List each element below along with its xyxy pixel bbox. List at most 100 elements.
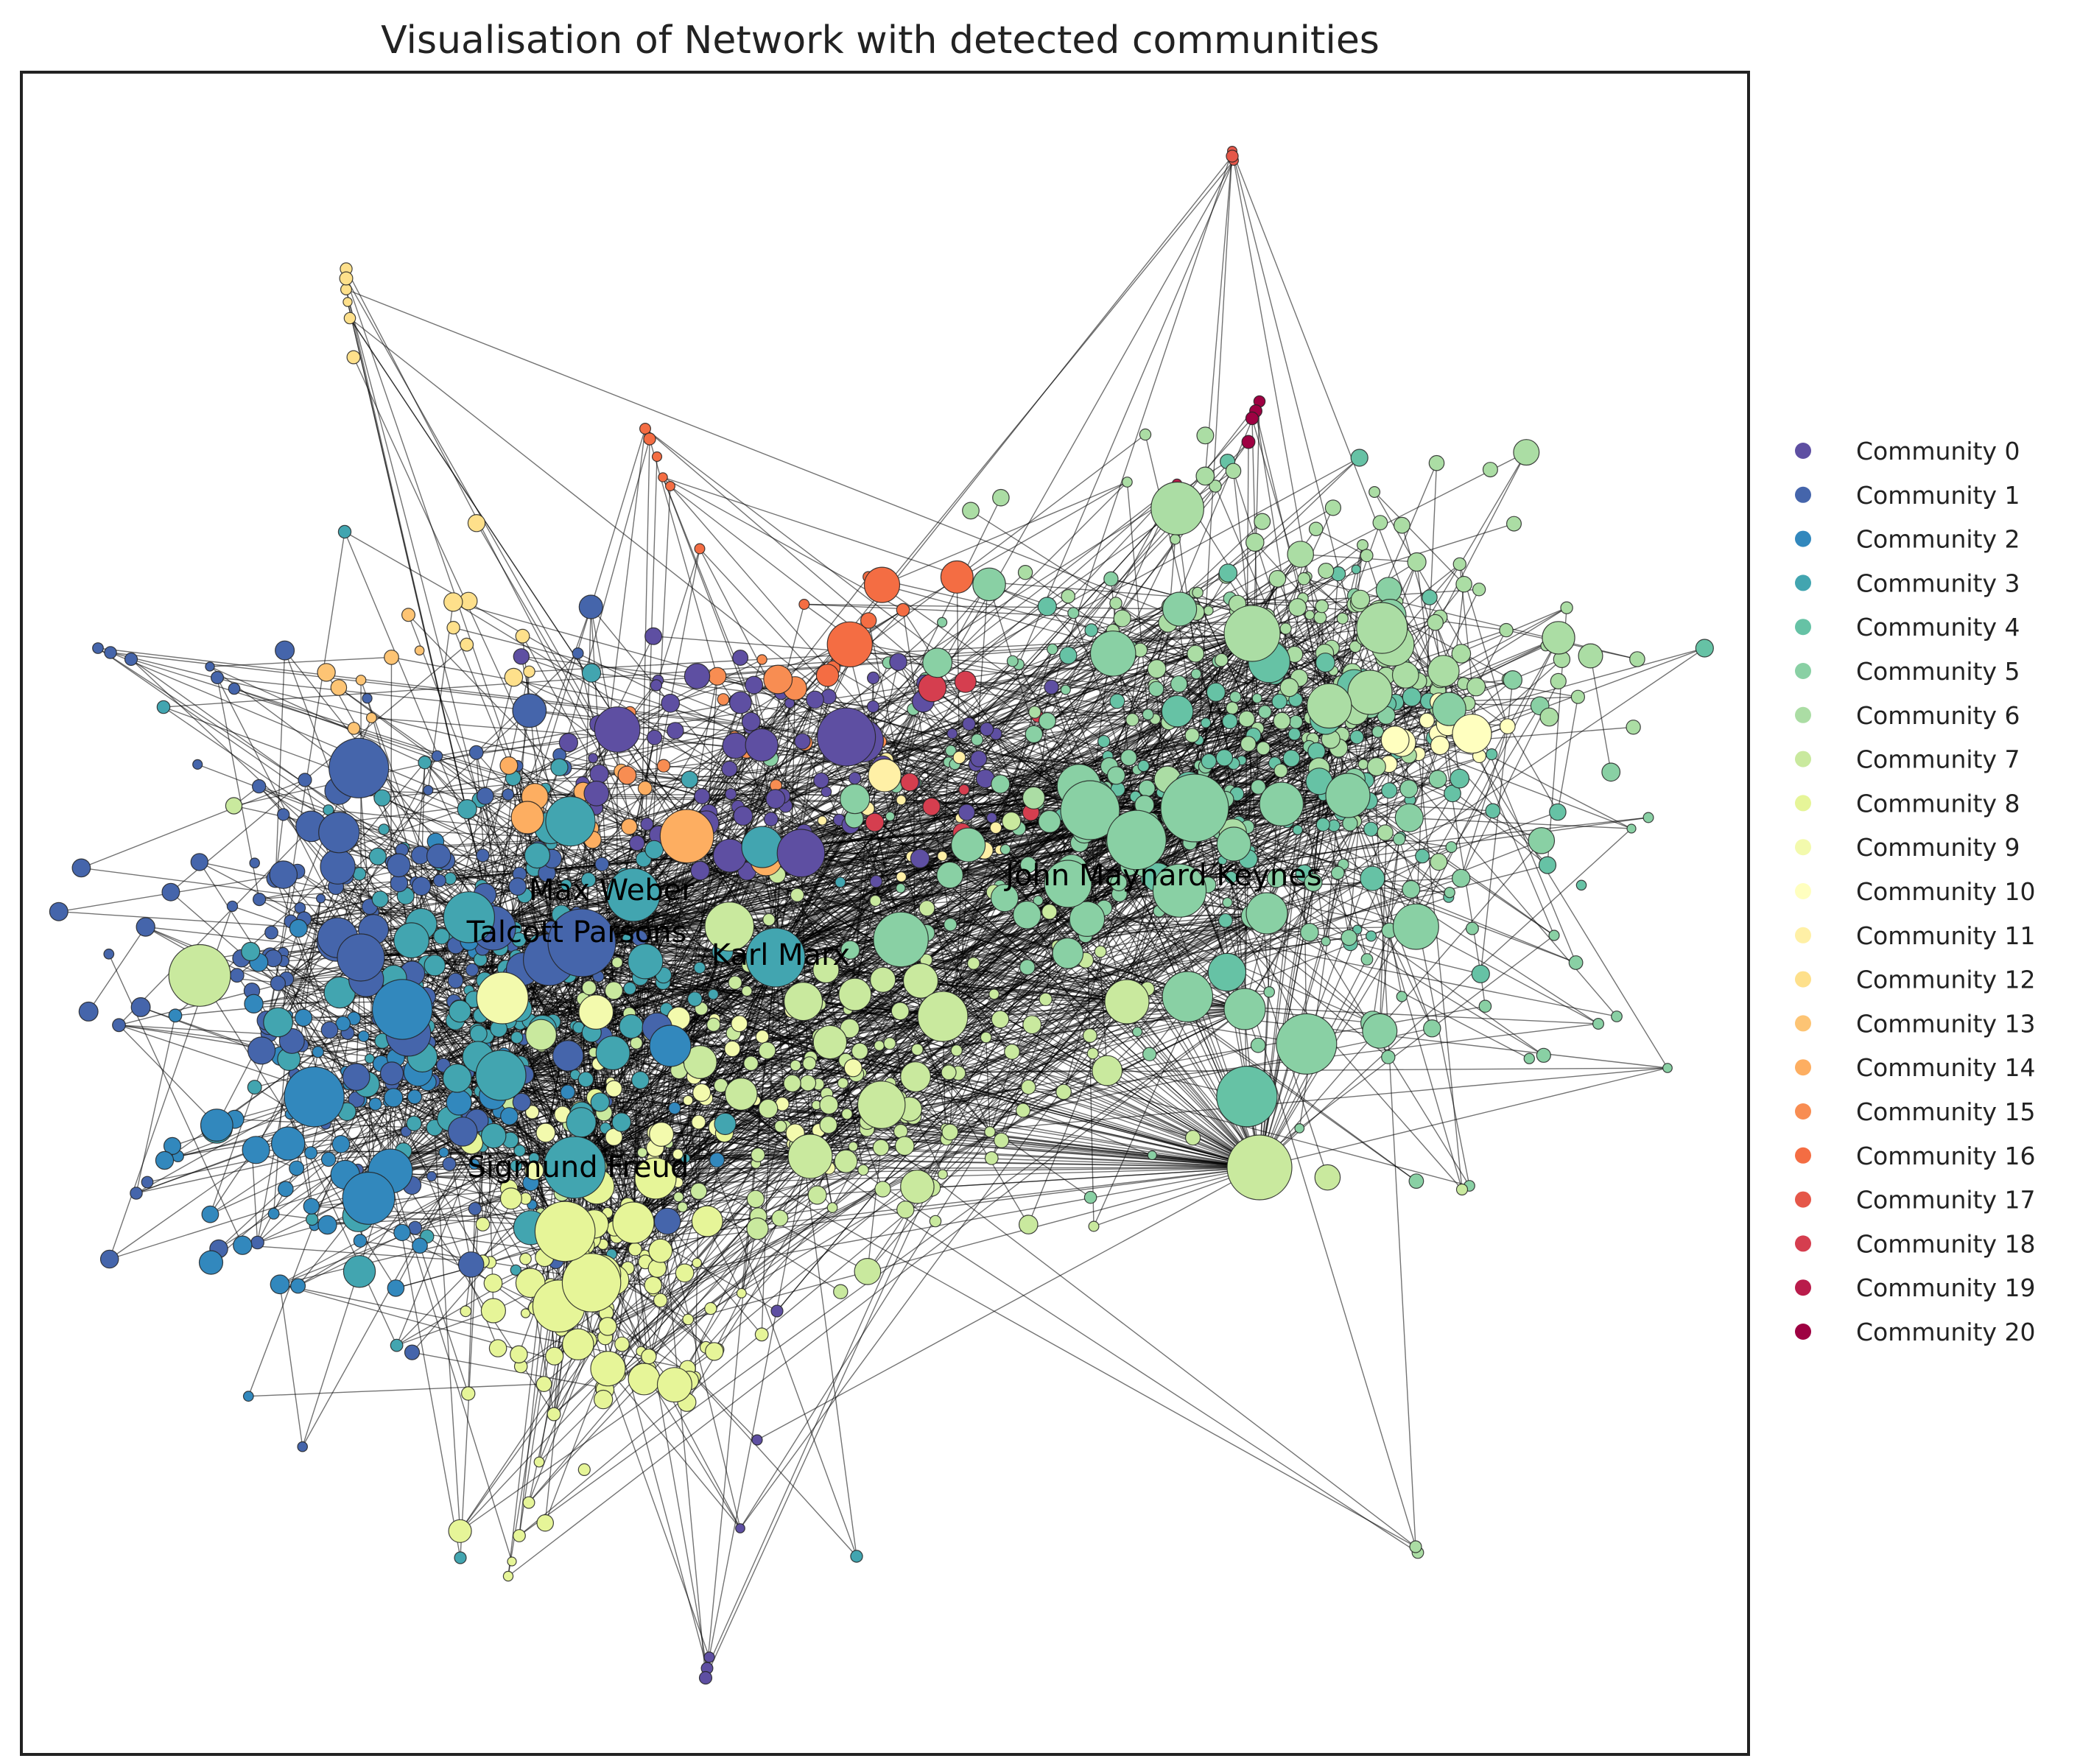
network-edge — [775, 699, 816, 800]
network-edge — [1232, 707, 1555, 936]
network-node — [1372, 515, 1388, 530]
network-node — [971, 733, 984, 746]
network-node — [312, 1045, 324, 1058]
network-node — [1201, 753, 1218, 770]
network-node — [745, 675, 764, 695]
network-node — [1570, 689, 1585, 704]
network-node — [572, 647, 584, 659]
network-node — [1222, 896, 1233, 908]
chart-title: Visualisation of Network with detected c… — [381, 18, 1380, 63]
network-edge — [358, 767, 625, 876]
network-node — [460, 1305, 472, 1318]
network-edge — [259, 785, 384, 830]
network-node — [365, 711, 377, 723]
network-edge — [706, 809, 1091, 1669]
network-node — [595, 1036, 630, 1071]
network-edge — [684, 1143, 793, 1273]
network-node — [705, 1342, 724, 1361]
network-node — [423, 784, 434, 796]
network-node — [741, 826, 784, 868]
network-edge — [1402, 451, 1527, 663]
network-node — [729, 691, 752, 714]
network-node — [1113, 609, 1131, 628]
network-node — [763, 812, 779, 827]
network-edge — [670, 644, 857, 704]
network-node — [1044, 860, 1092, 908]
network-node — [854, 1257, 882, 1285]
network-edge — [1259, 778, 1461, 1168]
network-edge — [412, 1352, 605, 1389]
network-edge — [275, 650, 286, 879]
legend-label: Community 14 — [1856, 1053, 2035, 1082]
network-node — [432, 874, 446, 888]
network-node — [1548, 930, 1560, 941]
network-node — [783, 981, 823, 1022]
legend-marker — [1795, 1279, 1811, 1296]
network-node — [1273, 763, 1288, 779]
network-node — [941, 1123, 959, 1141]
network-node — [524, 1105, 540, 1120]
network-edge — [932, 1167, 1260, 1189]
network-node — [244, 994, 264, 1014]
network-node — [1061, 588, 1075, 604]
network-node — [1472, 583, 1486, 597]
network-node — [289, 1160, 305, 1176]
network-edge — [256, 1167, 298, 1243]
network-node — [999, 843, 1011, 855]
network-node — [136, 917, 155, 937]
network-edge — [387, 913, 1268, 1103]
legend-marker — [1795, 927, 1811, 944]
network-node — [1104, 979, 1150, 1025]
network-node — [984, 1150, 999, 1165]
network-node — [1356, 538, 1368, 551]
legend-entry: Community 10 — [1795, 877, 2035, 906]
network-node — [1325, 773, 1371, 818]
network-edge — [345, 268, 811, 1157]
network-edge — [762, 1036, 847, 1162]
legend-label: Community 11 — [1856, 921, 2035, 950]
network-node — [656, 1367, 692, 1403]
network-node — [442, 1156, 457, 1172]
network-node — [790, 888, 805, 902]
network-edge — [396, 1310, 494, 1346]
legend-label: Community 2 — [1856, 525, 2020, 554]
network-node — [958, 784, 970, 795]
network-edge — [476, 742, 569, 753]
network-node — [411, 876, 432, 896]
network-node — [508, 877, 527, 896]
network-node — [488, 1339, 507, 1357]
network-node — [480, 1298, 507, 1324]
network-edge — [108, 954, 243, 1245]
network-node — [706, 1017, 721, 1033]
network-node — [580, 872, 597, 888]
network-node — [848, 1141, 859, 1152]
network-node — [1038, 711, 1056, 730]
network-node — [1629, 651, 1645, 667]
network-edge — [1415, 637, 1559, 927]
network-node — [407, 1089, 423, 1105]
network-node — [936, 861, 963, 889]
network-edge — [1086, 918, 1095, 1227]
network-edge — [1103, 907, 1245, 1010]
network-node — [1392, 903, 1439, 950]
legend-marker — [1795, 443, 1811, 459]
legend-entry: Community 16 — [1795, 1142, 2035, 1170]
network-node — [371, 979, 433, 1040]
network-node — [812, 1025, 848, 1060]
network-node — [1067, 607, 1080, 619]
network-node — [1288, 598, 1307, 617]
network-node — [512, 1092, 532, 1112]
network-node — [758, 1098, 779, 1119]
network-edge — [898, 661, 1508, 727]
network-node — [1148, 681, 1164, 697]
network-node — [426, 1170, 438, 1182]
legend-entry: Community 8 — [1795, 789, 2020, 818]
network-node — [253, 892, 267, 907]
network-node — [533, 1456, 545, 1468]
network-node — [732, 649, 749, 666]
network-node — [840, 940, 860, 960]
network-node — [1147, 659, 1167, 679]
network-node — [857, 1164, 869, 1176]
legend-label: Community 3 — [1856, 569, 2020, 597]
network-node — [755, 1030, 770, 1044]
